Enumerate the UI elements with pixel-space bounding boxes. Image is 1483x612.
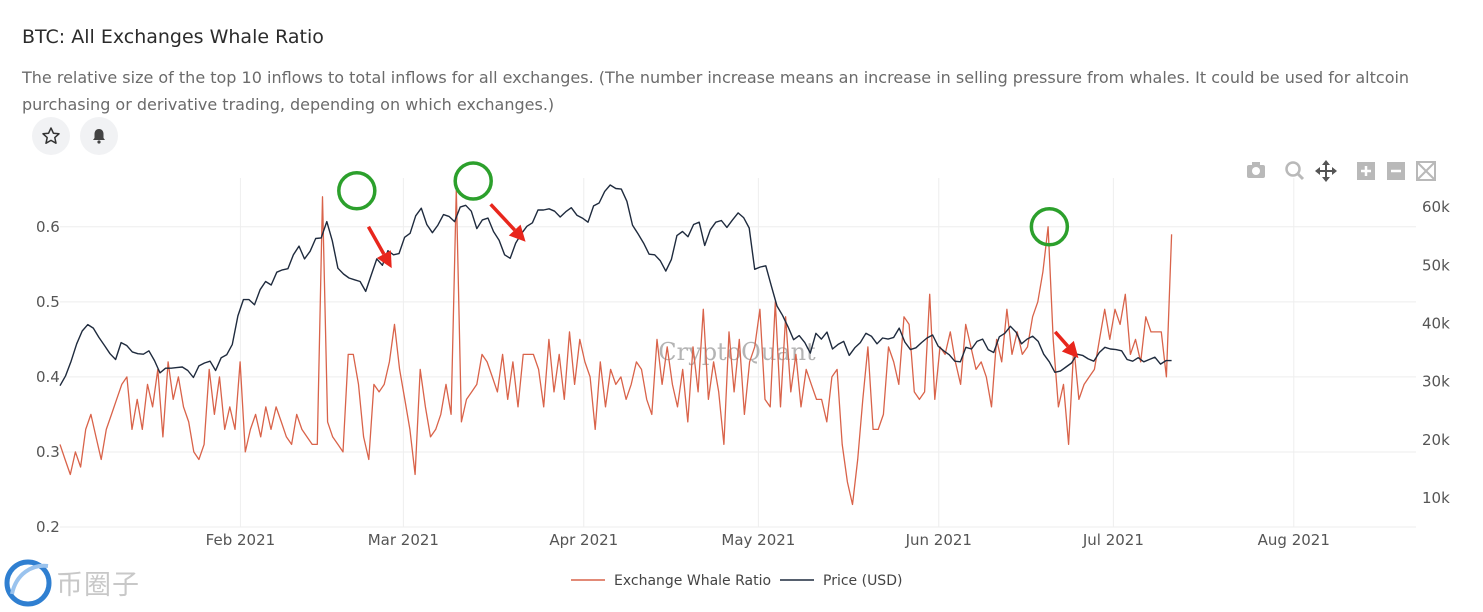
series-line-price (59, 184, 1172, 387)
arrow-shaft (366, 225, 386, 255)
legend-whale-ratio: Exchange Whale Ratio (571, 573, 771, 589)
page-title: BTC: All Exchanges Whale Ratio (22, 26, 324, 48)
x-tick-label: Apr 2021 (549, 531, 618, 549)
chart-annotations (337, 161, 1079, 359)
x-tick-label: Jul 2021 (1082, 531, 1144, 549)
y-right-tick-label: 40k (1422, 314, 1450, 332)
legend-label: Exchange Whale Ratio (614, 573, 771, 589)
arrow-shaft (489, 203, 516, 232)
legend-price: Price (USD) (780, 573, 902, 589)
legend-label: Price (USD) (823, 573, 902, 589)
x-tick-label: Feb 2021 (206, 531, 276, 549)
arrow-shaft (1053, 330, 1070, 348)
pan-arrowhead (1315, 167, 1320, 175)
pan-arrowhead (1332, 167, 1337, 175)
y-right-tick-label: 20k (1422, 431, 1450, 449)
y-left-tick-label: 0.4 (36, 368, 60, 386)
pan-arrowhead (1322, 177, 1330, 182)
chart-toolbar (1247, 160, 1436, 182)
highlight-arrow (1053, 330, 1079, 359)
x-tick-label: May 2021 (721, 531, 795, 549)
bell-icon (93, 129, 105, 144)
x-tick-label: Mar 2021 (368, 531, 439, 549)
highlight-circle (337, 171, 377, 211)
highlight-arrow (366, 225, 392, 269)
zoom-in-icon (1357, 162, 1375, 180)
y-left-tick-label: 0.2 (36, 518, 60, 536)
y-right-tick-label: 10k (1422, 489, 1450, 507)
arrow-head (508, 224, 526, 242)
y-right-tick-label: 50k (1422, 256, 1450, 274)
chart-grid (60, 178, 1416, 528)
autoscale-diag2 (1416, 161, 1436, 181)
favorite-button[interactable] (32, 117, 70, 155)
series-line-whale-ratio (59, 188, 1173, 506)
alert-button[interactable] (80, 117, 118, 155)
logo-text: 币圈子 (56, 570, 140, 601)
highlight-circle (453, 161, 493, 201)
camera-lens (1252, 167, 1260, 175)
arrow-head (376, 250, 392, 269)
chart-series (59, 184, 1173, 506)
chart-legend: Exchange Whale Ratio Price (USD) (571, 573, 902, 589)
autoscale-frame (1416, 161, 1436, 181)
y-left-tick-label: 0.6 (36, 218, 60, 236)
star-icon (42, 127, 60, 144)
zoom-handle (1296, 172, 1305, 181)
y-left-tick-label: 0.3 (36, 443, 60, 461)
logo-icon (4, 559, 52, 607)
zoom-out-icon (1387, 162, 1405, 180)
highlight-circle (1029, 207, 1070, 247)
camera-top (1252, 162, 1260, 166)
y-right-tick-label: 60k (1422, 198, 1450, 216)
chart-description: The relative size of the top 10 inflows … (22, 68, 1410, 114)
pan-icon (1315, 160, 1337, 182)
chart-axes: Feb 2021 Mar 2021 Apr 2021 May 2021 Jun 2021… (36, 198, 1450, 549)
logo (2, 554, 52, 608)
arrow-head (1061, 340, 1079, 359)
zoom-icon (1285, 161, 1305, 181)
x-tick-label: Aug 2021 (1258, 531, 1330, 549)
zoom-lens (1285, 161, 1301, 177)
camera-icon (1247, 162, 1265, 178)
x-tick-label: Jun 2021 (905, 531, 972, 549)
pan-arrowhead (1322, 160, 1330, 165)
highlight-arrow (489, 203, 526, 242)
autoscale-icon (1416, 161, 1436, 181)
y-left-tick-label: 0.5 (36, 293, 60, 311)
y-right-tick-label: 30k (1422, 373, 1450, 391)
